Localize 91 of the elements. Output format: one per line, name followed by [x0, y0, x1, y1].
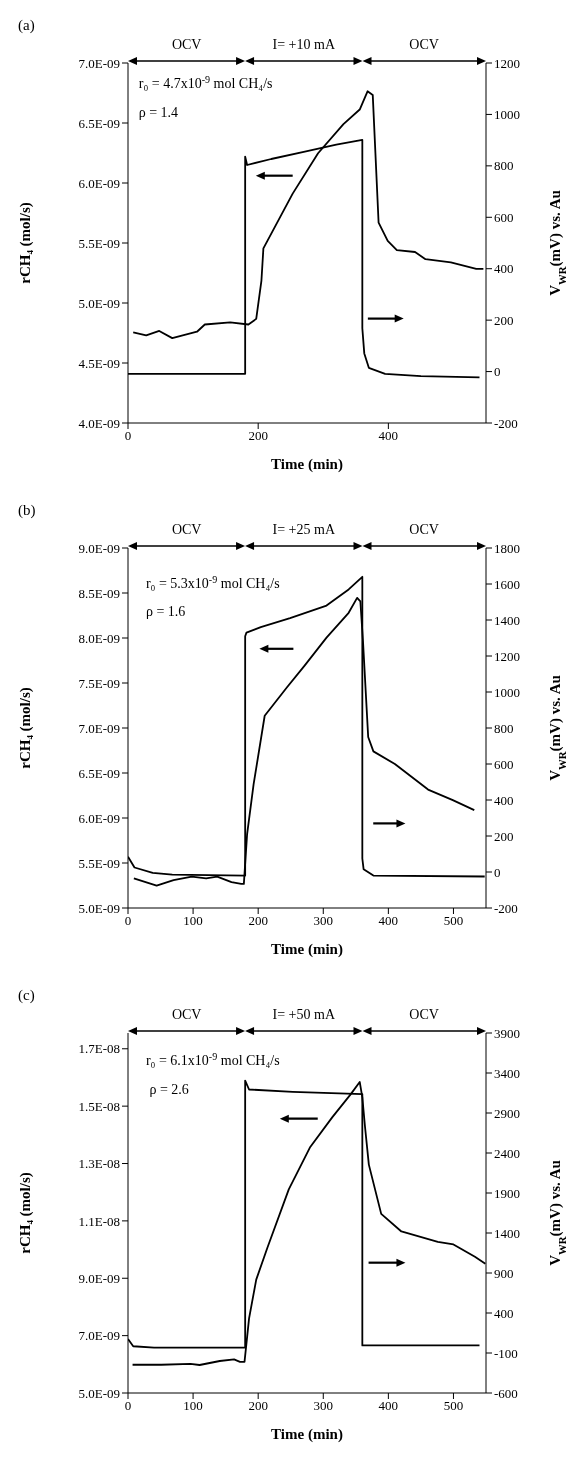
- y-tick-label: 7.5E-09: [78, 675, 120, 691]
- y2-tick-label: 900: [494, 1265, 514, 1281]
- y2-tick-label: 600: [494, 209, 514, 225]
- y2-tick-label: 200: [494, 312, 514, 328]
- y-axis-title: rCH₄ (mol/s): [17, 1172, 34, 1254]
- y2-tick-label: 2400: [494, 1145, 520, 1161]
- y-tick-label: 5.0E-09: [78, 900, 120, 916]
- y-tick-label: 4.0E-09: [78, 415, 120, 431]
- x-axis-title: Time (min): [271, 941, 343, 958]
- y2-tick-label: 2900: [494, 1105, 520, 1121]
- annotation: r₀ = 6.1x10$^{-9}$ mol CH₄/s: [145, 1050, 280, 1069]
- y2-tick-label: 800: [494, 720, 514, 736]
- y-tick-label: 6.0E-09: [78, 810, 120, 826]
- y2-tick-label: 1000: [494, 684, 520, 700]
- y2-tick-label: 1400: [494, 1225, 520, 1241]
- x-tick-label: 400: [378, 913, 399, 929]
- x-tick-label: 200: [248, 428, 268, 444]
- x-axis-title: Time (min): [271, 456, 343, 473]
- y-axis-title: rCH₄ (mol/s): [17, 687, 34, 769]
- annotation: ρ = 2.6: [149, 1082, 189, 1098]
- y-tick-label: 5.5E-09: [78, 235, 120, 251]
- y2-tick-label: 0: [494, 864, 501, 880]
- y-tick-label: 4.5E-09: [78, 355, 120, 371]
- annotation: ρ = 1.4: [138, 105, 179, 120]
- x-tick-label: 400: [378, 1398, 399, 1414]
- chart-title: (c): [18, 987, 35, 1004]
- y2-tick-label: 600: [494, 756, 514, 772]
- annotation: ρ = 1.6: [145, 604, 186, 620]
- x-tick-label: 400: [378, 428, 399, 444]
- text: OCV: [409, 521, 439, 537]
- y2-tick-label: 1200: [494, 55, 520, 71]
- y-tick-label: 9.0E-09: [78, 1270, 120, 1286]
- y2-tick-label: 3400: [494, 1065, 520, 1081]
- y2-tick-label: 0: [494, 364, 501, 380]
- y-tick-label: 6.0E-09: [78, 175, 120, 191]
- y-tick-label: 7.0E-09: [78, 720, 120, 736]
- annotation: r₀ = 4.7x10$^{-9}$ mol CH₄/s: [138, 73, 273, 92]
- y2-tick-label: -100: [494, 1345, 518, 1361]
- x-tick-label: 500: [443, 1398, 464, 1414]
- x-tick-label: 100: [183, 913, 203, 929]
- y2-tick-label: -200: [494, 900, 518, 916]
- y-tick-label: 8.0E-09: [78, 630, 120, 646]
- text: OCV: [171, 36, 202, 52]
- x-tick-label: 500: [443, 913, 464, 929]
- y-axis-title: rCH₄ (mol/s): [17, 202, 34, 284]
- y-tick-label: 1.7E-08: [78, 1041, 120, 1057]
- y-tick-label: 1.5E-08: [78, 1098, 120, 1114]
- text: OCV: [171, 521, 202, 537]
- y2-tick-label: 400: [494, 1305, 514, 1321]
- x-tick-label: 0: [124, 1398, 132, 1414]
- x-tick-label: 200: [248, 1398, 268, 1414]
- y2-tick-label: 1200: [494, 648, 520, 664]
- y-tick-label: 6.5E-09: [78, 115, 120, 131]
- text: OCV: [409, 36, 439, 52]
- text: OCV: [171, 1006, 202, 1022]
- x-tick-label: 300: [313, 913, 334, 929]
- y2-tick-label: 1600: [494, 576, 520, 592]
- y2-tick-label: 1900: [494, 1185, 520, 1201]
- x-tick-label: 0: [124, 428, 132, 444]
- y-tick-label: 1.3E-08: [78, 1156, 120, 1172]
- y-tick-label: 1.1E-08: [78, 1213, 120, 1229]
- y2-tick-label: 3900: [494, 1025, 520, 1041]
- chart-title: (a): [18, 17, 35, 34]
- y2-tick-label: 1800: [494, 540, 520, 556]
- y-tick-label: 7.0E-09: [78, 55, 120, 71]
- y-tick-label: 5.0E-09: [78, 1385, 120, 1401]
- x-tick-label: 100: [183, 1398, 203, 1414]
- text: OCV: [409, 1006, 439, 1022]
- y2-tick-label: -600: [494, 1385, 518, 1401]
- text: I= +10 mA: [272, 36, 336, 52]
- y-tick-label: 8.5E-09: [78, 585, 120, 601]
- text: I= +25 mA: [272, 521, 336, 537]
- y-tick-label: 6.5E-09: [78, 765, 120, 781]
- y-tick-label: 9.0E-09: [78, 540, 120, 556]
- y2-tick-label: 800: [494, 158, 514, 174]
- chart-title: (b): [18, 502, 36, 519]
- y-tick-label: 5.5E-09: [78, 855, 120, 871]
- y2-tick-label: 400: [494, 792, 514, 808]
- y2-tick-label: 1400: [494, 612, 520, 628]
- y-tick-label: 5.0E-09: [78, 295, 120, 311]
- y-tick-label: 7.0E-09: [78, 1328, 120, 1344]
- y2-tick-label: 1000: [494, 107, 520, 123]
- x-tick-label: 200: [248, 913, 268, 929]
- x-axis-title: Time (min): [271, 1426, 343, 1443]
- y2-tick-label: -200: [494, 415, 518, 431]
- annotation: r₀ = 5.3x10$^{-9}$ mol CH₄/s: [145, 573, 280, 591]
- y2-tick-label: 400: [494, 261, 514, 277]
- x-tick-label: 300: [313, 1398, 334, 1414]
- text: I= +50 mA: [272, 1006, 336, 1022]
- x-tick-label: 0: [124, 913, 132, 929]
- y2-tick-label: 200: [494, 828, 514, 844]
